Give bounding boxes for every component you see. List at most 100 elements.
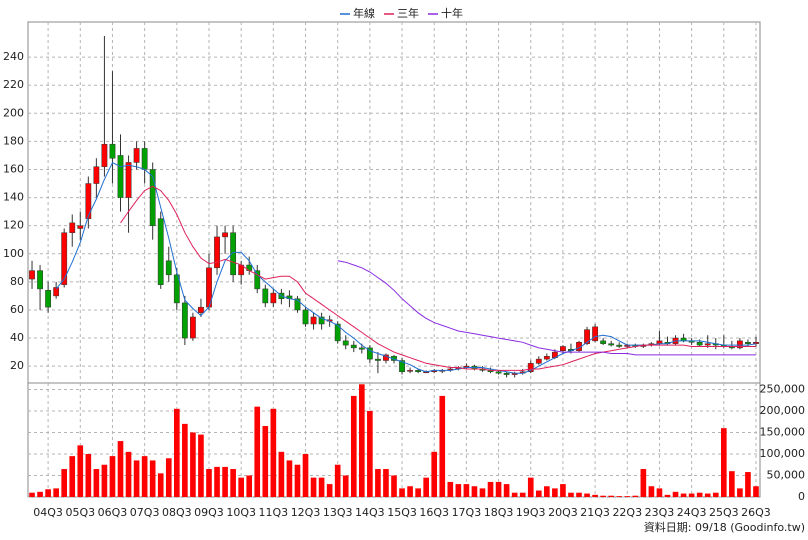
candle-body	[366, 347, 373, 360]
ma-line	[55, 161, 757, 374]
candle-body	[270, 292, 277, 304]
candle-body	[222, 232, 228, 238]
x-tick-label: 14Q3	[355, 506, 385, 519]
volume-bar	[302, 453, 309, 497]
candle-body	[592, 326, 599, 342]
volume-bar	[270, 408, 277, 497]
candle-body	[535, 358, 542, 364]
candle-body	[45, 290, 52, 308]
x-tick-label: 17Q3	[452, 506, 482, 519]
x-tick-label: 08Q3	[162, 506, 192, 519]
candle-body	[342, 340, 349, 346]
candle-body	[109, 143, 116, 159]
volume-bar	[262, 426, 269, 497]
volume-bar	[246, 475, 253, 497]
y-tick-label: 100	[3, 247, 24, 260]
volume-bar	[704, 493, 711, 497]
volume-bar	[294, 464, 301, 497]
volume-bar	[238, 477, 244, 497]
volume-bar	[182, 423, 188, 497]
volume-bar	[77, 445, 84, 497]
volume-bar	[415, 488, 421, 497]
volume-tick-label: 100,000	[760, 447, 806, 460]
candle-body	[334, 323, 341, 342]
candle-body	[149, 169, 156, 226]
volume-bar	[544, 486, 550, 497]
volume-bar	[616, 496, 623, 497]
x-tick-label: 16Q3	[419, 506, 449, 519]
legend-label: 十年	[441, 6, 463, 20]
candle-body	[181, 302, 188, 339]
volume-bar	[672, 491, 679, 497]
volume-bar	[737, 488, 743, 497]
volume-bar	[93, 469, 100, 497]
volume-bar	[350, 395, 357, 497]
volume-bar	[133, 460, 140, 497]
y-tick-label: 140	[3, 191, 24, 204]
candle-body	[141, 148, 148, 170]
volume-bar	[503, 484, 510, 497]
candle-body	[310, 316, 317, 325]
candle-body	[254, 270, 261, 290]
candle-body	[53, 287, 60, 297]
volume-bar	[342, 475, 349, 497]
volume-bar	[463, 484, 470, 497]
candle-body	[350, 344, 357, 349]
candle-body	[616, 344, 623, 347]
candle-body	[302, 309, 309, 325]
volume-bar	[190, 432, 196, 497]
candle-body	[407, 370, 413, 372]
x-tick-label: 26Q3	[741, 506, 771, 519]
candle-body	[495, 371, 502, 374]
volume-bar	[383, 469, 389, 497]
x-tick-label: 04Q3	[33, 506, 63, 519]
volume-bar	[367, 410, 373, 497]
candle-body	[173, 274, 180, 304]
volume-bar	[141, 456, 148, 497]
volume-bar	[600, 495, 606, 497]
y-tick-label: 220	[3, 78, 24, 91]
volume-bar	[560, 484, 566, 497]
y-tick-label: 40	[10, 331, 24, 344]
volume-bar	[149, 460, 156, 497]
candle-body	[29, 270, 35, 280]
x-tick-label: 21Q3	[580, 506, 610, 519]
volume-tick-label: 0	[798, 490, 805, 503]
volume-bar	[326, 484, 333, 497]
ma-line	[337, 260, 756, 356]
candle-body	[101, 143, 108, 167]
volume-tick-label: 50,000	[767, 468, 806, 481]
volume-bar	[431, 451, 438, 497]
x-tick-label: 05Q3	[65, 506, 95, 519]
ma-line	[120, 185, 756, 371]
volume-tick-label: 200,000	[760, 404, 806, 417]
candle-body	[584, 329, 590, 344]
candle-body	[165, 260, 172, 276]
volume-bar	[535, 490, 542, 497]
volume-bar	[101, 464, 108, 497]
x-tick-label: 24Q3	[677, 506, 707, 519]
volume-bar	[399, 488, 405, 497]
volume-bar	[53, 488, 59, 497]
candle-body	[696, 342, 703, 346]
volume-bar	[310, 477, 317, 497]
candle-body	[198, 306, 204, 314]
candle-body	[230, 232, 237, 276]
volume-bar	[745, 472, 751, 497]
candle-body	[753, 342, 759, 344]
volume-bar	[278, 451, 285, 497]
volume-bar	[511, 492, 518, 497]
volume-bar	[29, 492, 35, 497]
volume-bar	[568, 492, 574, 497]
volume-bar	[576, 492, 582, 497]
volume-bar	[648, 486, 655, 497]
volume-bar	[45, 489, 51, 497]
x-tick-label: 18Q3	[484, 506, 514, 519]
candle-body	[600, 340, 607, 344]
candle-body	[37, 270, 43, 290]
volume-bar	[495, 481, 502, 497]
legend-label: 三年	[397, 6, 419, 20]
volume-bar	[729, 471, 735, 497]
candle-body	[318, 316, 325, 325]
